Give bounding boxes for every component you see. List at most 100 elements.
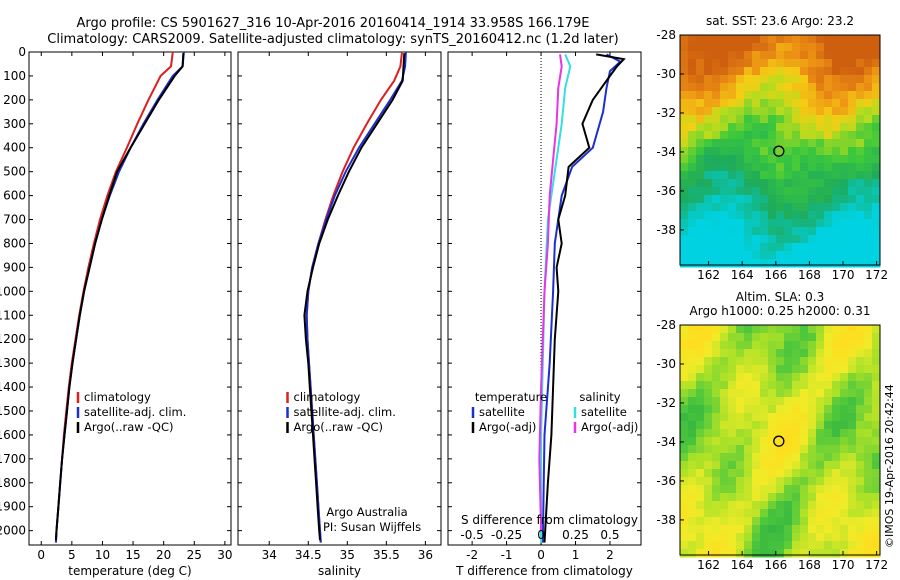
heatmap-cell xyxy=(704,493,713,502)
heatmap-cell xyxy=(824,549,833,558)
heatmap-cell xyxy=(696,99,705,108)
heatmap-cell xyxy=(856,259,865,268)
heatmap-cell xyxy=(784,525,793,534)
heatmap-cell xyxy=(688,405,697,414)
heatmap-cell xyxy=(824,525,833,534)
heatmap-cell xyxy=(720,509,729,518)
heatmap-cell xyxy=(864,493,873,502)
heatmap-cell xyxy=(736,51,745,60)
heatmap-cell xyxy=(808,227,817,236)
heatmap-cell xyxy=(864,389,873,398)
heatmap-cell xyxy=(728,147,737,156)
series-line xyxy=(540,54,572,543)
heatmap-cell xyxy=(712,43,721,52)
heatmap-cell xyxy=(808,35,817,44)
heatmap-cell xyxy=(808,251,817,260)
x-tick-label: 15 xyxy=(125,548,140,562)
plot-frame xyxy=(447,51,642,546)
heatmap-cell xyxy=(744,235,753,244)
heatmap-cell xyxy=(824,509,833,518)
heatmap-cell xyxy=(728,485,737,494)
heatmap-cell xyxy=(800,259,809,268)
heatmap-cell xyxy=(792,437,801,446)
heatmap-cell xyxy=(824,171,833,180)
heatmap-cell xyxy=(768,203,777,212)
heatmap-cell xyxy=(744,541,753,550)
heatmap-cell xyxy=(840,83,849,92)
heatmap-cell xyxy=(776,533,785,542)
heatmap-cell xyxy=(816,67,825,76)
heatmap-cell xyxy=(688,493,697,502)
heatmap-cell xyxy=(720,341,729,350)
heatmap-cell xyxy=(800,211,809,220)
heatmap-cell xyxy=(696,59,705,68)
heatmap-cell xyxy=(824,533,833,542)
heatmap-cell xyxy=(776,413,785,422)
heatmap-cell xyxy=(680,517,689,526)
heatmap-cell xyxy=(760,147,769,156)
heatmap-cell xyxy=(832,67,841,76)
heatmap-cell xyxy=(680,115,689,124)
heatmap-cell xyxy=(728,131,737,140)
heatmap-cell xyxy=(704,333,713,342)
series-line xyxy=(303,53,406,541)
heatmap-cell xyxy=(712,445,721,454)
heatmap-cell xyxy=(864,115,873,124)
heatmap-cell xyxy=(856,541,865,550)
heatmap-cell xyxy=(824,413,833,422)
heatmap-cell xyxy=(816,469,825,478)
heatmap-cell xyxy=(840,219,849,228)
heatmap-cell xyxy=(760,389,769,398)
heatmap-cell xyxy=(856,493,865,502)
heatmap-cell xyxy=(792,509,801,518)
heatmap-cell xyxy=(832,235,841,244)
heatmap-cell xyxy=(712,389,721,398)
heatmap-cell xyxy=(776,333,785,342)
heatmap-cell xyxy=(800,469,809,478)
heatmap-cell xyxy=(680,243,689,252)
heatmap-cell xyxy=(760,493,769,502)
heatmap-cell xyxy=(808,195,817,204)
heatmap-cell xyxy=(728,179,737,188)
heatmap-cell xyxy=(792,365,801,374)
heatmap-cell xyxy=(768,115,777,124)
heatmap-cell xyxy=(712,349,721,358)
map-title: sat. SST: 23.6 Argo: 23.2 xyxy=(706,14,854,28)
heatmap-cell xyxy=(752,349,761,358)
heatmap-cell xyxy=(792,75,801,84)
x-tick-label: 172 xyxy=(865,268,888,282)
heatmap-cell xyxy=(712,437,721,446)
header-line2: Climatology: CARS2009. Satellite-adjuste… xyxy=(47,32,619,47)
heatmap-cell xyxy=(744,35,753,44)
heatmap-cell xyxy=(720,333,729,342)
heatmap-cell xyxy=(848,485,857,494)
heatmap-cell xyxy=(696,373,705,382)
heatmap-cell xyxy=(752,35,761,44)
heatmap-cell xyxy=(784,203,793,212)
heatmap-cell xyxy=(816,35,825,44)
heatmap-cell xyxy=(744,413,753,422)
heatmap-cell xyxy=(768,437,777,446)
heatmap-cell xyxy=(784,59,793,68)
heatmap-cell xyxy=(840,259,849,268)
heatmap-cell xyxy=(824,51,833,60)
heatmap-cell xyxy=(696,131,705,140)
heatmap-cell xyxy=(856,373,865,382)
heatmap-cell xyxy=(768,179,777,188)
heatmap-cell xyxy=(816,235,825,244)
heatmap-cell xyxy=(864,381,873,390)
heatmap-cell xyxy=(728,187,737,196)
heatmap-cell xyxy=(864,541,873,550)
heatmap-cell xyxy=(824,389,833,398)
heatmap-cell xyxy=(768,147,777,156)
heatmap-cell xyxy=(872,421,881,430)
heatmap-cell xyxy=(800,243,809,252)
heatmap-cell xyxy=(680,533,689,542)
heatmap-cell xyxy=(720,43,729,52)
heatmap-cell xyxy=(872,203,881,212)
heatmap-cell xyxy=(744,477,753,486)
heatmap-cell xyxy=(680,99,689,108)
heatmap-cell xyxy=(696,493,705,502)
heatmap-cell xyxy=(720,179,729,188)
heatmap-cell xyxy=(840,35,849,44)
